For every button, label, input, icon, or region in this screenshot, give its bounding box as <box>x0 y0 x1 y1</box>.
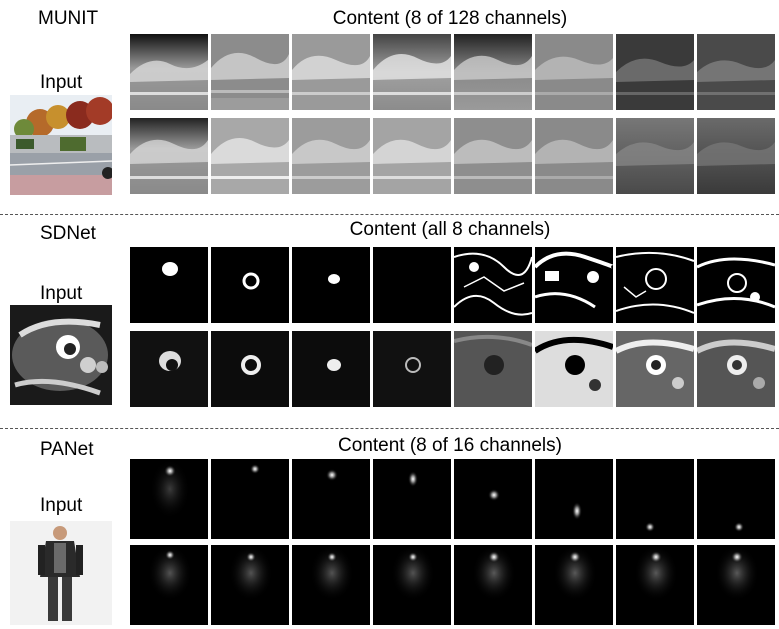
panet-channel-tile <box>454 545 532 625</box>
panet-channel-tile <box>616 459 694 539</box>
panet-channel-tile <box>373 459 451 539</box>
munit-channel-tile <box>616 118 694 194</box>
panet-channel-tile <box>616 545 694 625</box>
munit-section: MUNIT Input Content (8 of 128 channels) <box>0 0 779 205</box>
sdnet-channel-tile <box>535 331 613 407</box>
sdnet-input-image <box>10 305 112 405</box>
panet-channel-tile <box>292 459 370 539</box>
munit-channel-tile <box>454 34 532 110</box>
panet-channel-tile <box>454 459 532 539</box>
sdnet-channel-tile <box>211 247 289 323</box>
panet-channel-grid <box>130 459 775 627</box>
sdnet-input-label: Input <box>40 283 83 304</box>
section-divider <box>0 214 779 215</box>
panet-channel-tile <box>373 545 451 625</box>
sdnet-channel-tile <box>454 331 532 407</box>
munit-channel-tile <box>535 118 613 194</box>
sdnet-method-label: SDNet <box>40 223 96 244</box>
panet-channel-tile <box>130 545 208 625</box>
panet-channel-tile <box>211 545 289 625</box>
panet-channel-tile <box>535 459 613 539</box>
panet-section: PANet Input Content (8 of 16 channels) <box>0 429 779 629</box>
munit-input-label: Input <box>40 72 83 93</box>
panet-input-label: Input <box>40 495 83 516</box>
sdnet-channel-tile <box>373 331 451 407</box>
panet-caption: Content (8 of 16 channels) <box>338 435 562 456</box>
sdnet-channel-tile <box>616 331 694 407</box>
sdnet-channel-tile <box>535 247 613 323</box>
munit-channel-tile <box>292 34 370 110</box>
sdnet-channel-tile <box>130 247 208 323</box>
panet-input-image <box>10 521 112 625</box>
munit-method-label: MUNIT <box>38 8 99 29</box>
sdnet-section: SDNet Input Content (all 8 channels) <box>0 215 779 420</box>
munit-channel-tile <box>697 118 775 194</box>
munit-channel-tile <box>697 34 775 110</box>
panet-channel-tile <box>697 459 775 539</box>
sdnet-channel-tile <box>373 247 451 323</box>
sdnet-channel-tile <box>130 331 208 407</box>
sdnet-channel-tile <box>292 331 370 407</box>
munit-channel-tile <box>616 34 694 110</box>
munit-channel-tile <box>211 34 289 110</box>
sdnet-channel-grid <box>130 247 775 407</box>
sdnet-channel-tile <box>211 331 289 407</box>
sdnet-channel-tile <box>697 331 775 407</box>
panet-method-label: PANet <box>40 439 94 460</box>
munit-channel-tile <box>130 34 208 110</box>
munit-channel-tile <box>454 118 532 194</box>
munit-input-image <box>10 95 112 195</box>
munit-channel-tile <box>535 34 613 110</box>
munit-channel-tile <box>292 118 370 194</box>
panet-channel-tile <box>535 545 613 625</box>
sdnet-channel-tile <box>616 247 694 323</box>
sdnet-channel-tile <box>697 247 775 323</box>
section-divider <box>0 428 779 429</box>
munit-channel-tile <box>211 118 289 194</box>
munit-channel-tile <box>373 118 451 194</box>
sdnet-channel-tile <box>454 247 532 323</box>
sdnet-caption: Content (all 8 channels) <box>349 219 551 240</box>
sdnet-channel-tile <box>292 247 370 323</box>
panet-channel-tile <box>211 459 289 539</box>
munit-caption: Content (8 of 128 channels) <box>332 8 568 29</box>
panet-channel-tile <box>697 545 775 625</box>
panet-channel-tile <box>292 545 370 625</box>
panet-channel-tile <box>130 459 208 539</box>
munit-channel-tile <box>373 34 451 110</box>
munit-channel-grid <box>130 34 775 194</box>
munit-channel-tile <box>130 118 208 194</box>
